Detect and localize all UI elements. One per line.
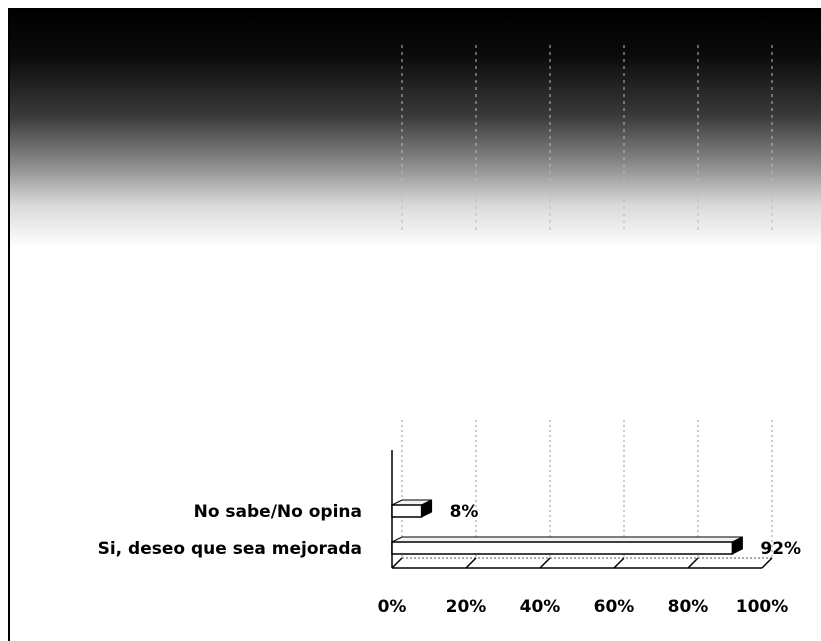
x-tick-label: 80%	[668, 597, 709, 617]
left-border-line	[8, 8, 10, 641]
category-labels: No sabe/No opina Si, deseo que sea mejora…	[98, 502, 362, 559]
bar	[391, 536, 743, 555]
data-labels: 8% 92%	[450, 502, 802, 559]
x-tick-mark	[391, 557, 403, 569]
bar-front-face	[391, 504, 423, 518]
gridlines	[401, 45, 773, 558]
bar	[391, 499, 433, 518]
x-tick-mark	[687, 557, 699, 569]
bar-front-face	[391, 541, 734, 555]
x-tick-mark	[761, 557, 773, 569]
bars	[391, 499, 743, 555]
x-tick-label: 100%	[736, 597, 789, 617]
data-label: 8%	[450, 502, 479, 522]
x-tick-label: 40%	[520, 597, 561, 617]
dark-gradient-band	[8, 8, 821, 248]
data-label: 92%	[760, 539, 801, 559]
x-tick-labels: 0% 20% 40% 60% 80% 100%	[378, 597, 789, 617]
x-tick-mark	[465, 557, 477, 569]
x-tick-label: 0%	[378, 597, 407, 617]
category-label: No sabe/No opina	[194, 502, 362, 522]
x-tick-label: 60%	[594, 597, 635, 617]
x-tick-label: 20%	[446, 597, 487, 617]
x-tick-mark	[613, 557, 625, 569]
x-tick-mark	[539, 557, 551, 569]
category-label: Si, deseo que sea mejorada	[98, 539, 362, 559]
